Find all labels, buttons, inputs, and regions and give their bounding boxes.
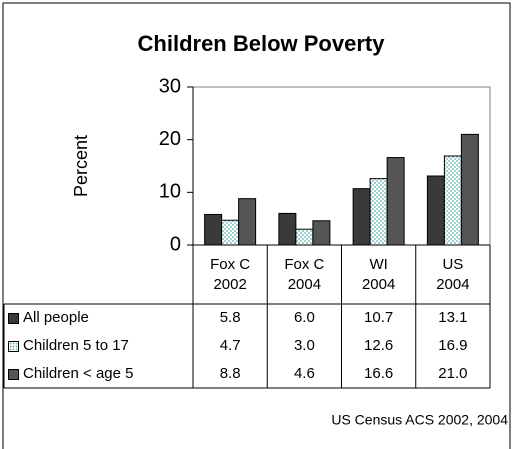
chart-title: Children Below Poverty	[138, 31, 386, 56]
data-table-value-text: 16.9	[438, 337, 468, 354]
bar	[238, 198, 257, 246]
bar	[386, 157, 405, 246]
bar	[204, 213, 223, 246]
data-table-value-text: 3.0	[293, 337, 315, 354]
x-tick-label-text: US 2004	[436, 255, 470, 293]
bar	[460, 133, 479, 246]
data-table-value-text: 13.1	[438, 309, 468, 326]
legend-label: Children < age 5	[23, 365, 134, 382]
data-table-value: 12.6	[342, 332, 416, 360]
data-table-value: 16.9	[416, 332, 490, 360]
bar	[352, 188, 371, 246]
legend-entry: Children < age 5	[4, 360, 193, 388]
bar	[221, 219, 240, 246]
data-table-value: 8.8	[193, 360, 267, 388]
x-tick-label: US 2004	[426, 245, 480, 304]
source-note: US Census ACS 2002, 2004	[331, 412, 508, 428]
data-table-value: 6.0	[267, 304, 341, 332]
bar	[278, 212, 297, 246]
data-table-value-text: 12.6	[364, 337, 394, 354]
legend-entry: All people	[4, 304, 193, 332]
x-tick-label-text: Fox C 2004	[284, 255, 325, 293]
data-table-value: 4.7	[193, 332, 267, 360]
data-table-value: 10.7	[342, 304, 416, 332]
data-table-value-text: 5.8	[219, 309, 241, 326]
y-axis-title: Percent	[71, 135, 91, 197]
bar	[443, 155, 462, 246]
data-table-value: 3.0	[267, 332, 341, 360]
legend-swatch	[8, 368, 19, 380]
data-table-value: 5.8	[193, 304, 267, 332]
data-table-value: 13.1	[416, 304, 490, 332]
legend-entry: Children 5 to 17	[4, 332, 193, 360]
y-tick-label: 30	[159, 75, 181, 97]
data-table-value: 21.0	[416, 360, 490, 388]
x-tick-label: Fox C 2004	[277, 245, 331, 304]
data-table-value-text: 16.6	[364, 365, 394, 382]
data-table-value: 16.6	[342, 360, 416, 388]
x-tick-label: Fox C 2002	[203, 245, 257, 304]
y-tick-label: 10	[159, 181, 181, 203]
x-tick-label-text: Fox C 2002	[210, 255, 251, 293]
bar	[369, 178, 388, 246]
legend-label: All people	[23, 309, 89, 326]
data-table-value: 4.6	[267, 360, 341, 388]
legend-swatch	[8, 340, 19, 352]
data-table-value-text: 4.7	[219, 337, 241, 354]
x-tick-label: WI 2004	[352, 245, 406, 304]
bar	[426, 175, 445, 246]
data-table-value-text: 4.6	[293, 365, 315, 382]
data-table-value-text: 21.0	[438, 365, 468, 382]
data-table-value-text: 8.8	[219, 365, 241, 382]
data-table-value-text: 10.7	[364, 309, 394, 326]
x-tick-label-text: WI 2004	[361, 255, 396, 293]
y-tick-label: 20	[159, 128, 181, 150]
legend-label: Children 5 to 17	[23, 337, 129, 354]
bar	[295, 228, 314, 246]
data-table-value-text: 6.0	[293, 309, 315, 326]
bar	[312, 220, 331, 246]
y-tick-label: 0	[170, 233, 181, 255]
legend-swatch	[8, 312, 19, 324]
